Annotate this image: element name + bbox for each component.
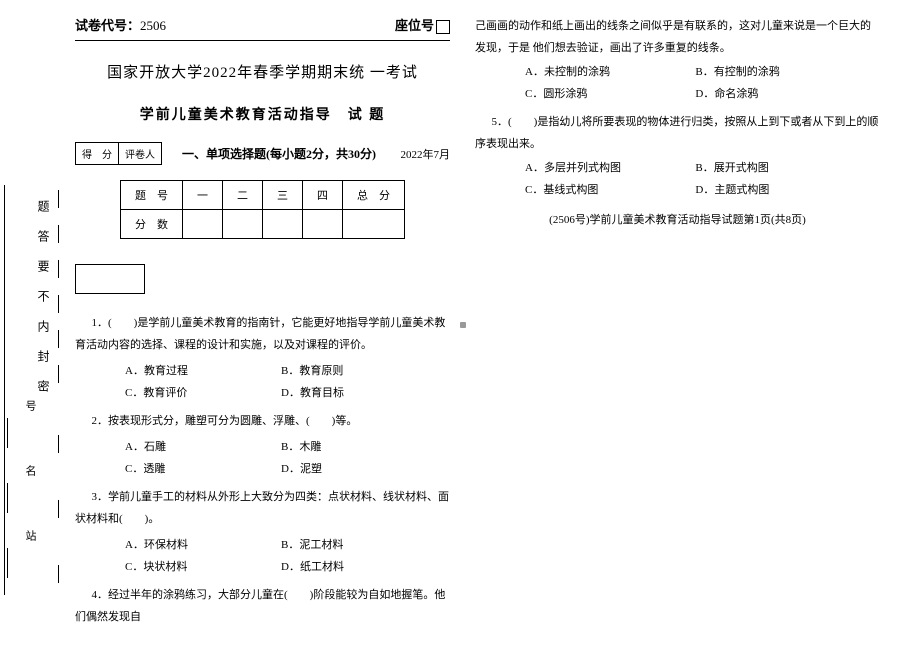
r4b: B．有控制的涂鸦	[695, 61, 865, 83]
r5a: A．多层并列式构图	[525, 157, 695, 179]
paper-code: 试卷代号：2506	[75, 15, 166, 34]
margin-label-hao: 号	[22, 400, 38, 411]
right-column: 己画画的动作和纸上画出的线条之间似乎是有联系的，这对儿童来说是一个巨大的发现，于…	[460, 0, 890, 658]
q2c: C．透雕	[125, 458, 281, 480]
tr2-4	[263, 210, 303, 239]
seat-box	[436, 20, 450, 34]
q3a: A．环保材料	[125, 534, 281, 556]
r4a: A．未控制的涂鸦	[525, 61, 695, 83]
q2: 2．按表现形式分，雕塑可分为圆雕、浮雕、( )等。	[75, 410, 450, 432]
q3d: D．纸工材料	[281, 556, 437, 578]
seat-label: 座位号	[395, 18, 434, 33]
r4c: C．圆形涂鸦	[525, 83, 695, 105]
q4: 4．经过半年的涂鸦练习，大部分儿童在( )阶段能较为自如地握笔。他们偶然发现自	[75, 584, 450, 628]
q2d: D．泥塑	[281, 458, 437, 480]
q3: 3．学前儿童手工的材料从外形上大致分为四类：点状材料、线状材料、面状材料和( )…	[75, 486, 450, 530]
score-table: 题 号 一 二 三 四 总 分 分 数	[120, 180, 405, 239]
tr2-6	[343, 210, 405, 239]
q1: 1．( )是学前儿童美术教育的指南针，它能更好地指导学前儿童美术教育活动内容的选…	[75, 312, 450, 356]
q1b: B．教育原则	[281, 360, 437, 382]
q3b: B．泥工材料	[281, 534, 437, 556]
main-title: 国家开放大学2022年春季学期期末统 一考试	[75, 61, 450, 82]
seat-block: 座位号	[395, 15, 450, 34]
q3c: C．块状材料	[125, 556, 281, 578]
th-5: 四	[303, 181, 343, 210]
left-column: 试卷代号：2506 座位号 国家开放大学2022年春季学期期末统 一考试 学前儿…	[60, 0, 460, 658]
q5-options: A．多层并列式构图 B．展开式构图 C．基线式构图 D．主题式构图	[525, 157, 880, 201]
sub-title: 学前儿童美术教育活动指导 试 题	[75, 104, 450, 124]
th-2: 一	[183, 181, 223, 210]
code-number: 2506	[140, 18, 166, 33]
q3-options: A．环保材料 B．泥工材料 C．块状材料 D．纸工材料	[125, 534, 450, 578]
r5b: B．展开式构图	[695, 157, 865, 179]
tr2-1: 分 数	[121, 210, 183, 239]
tr2-2	[183, 210, 223, 239]
th-4: 三	[263, 181, 303, 210]
r5d: D．主题式构图	[695, 179, 865, 201]
binding-margin: 题答要不内封密 号 名 站	[0, 0, 60, 658]
q4-cont: 己画画的动作和纸上画出的线条之间似乎是有联系的，这对儿童来说是一个巨大的发现，于…	[475, 15, 880, 59]
score-row: 得 分 评卷人 一、单项选择题(每小题2分，共30分) 2022年7月	[75, 142, 450, 165]
q1-options: A．教育过程 B．教育原则 C．教育评价 D．教育目标	[125, 360, 450, 404]
q2-options: A．石雕 B．木雕 C．透雕 D．泥塑	[125, 436, 450, 480]
th-3: 二	[223, 181, 263, 210]
score-cell-2: 评卷人	[119, 143, 161, 164]
th-6: 总 分	[343, 181, 405, 210]
r4d: D．命名涂鸦	[695, 83, 865, 105]
tr2-3	[223, 210, 263, 239]
tr2-5	[303, 210, 343, 239]
th-1: 题 号	[121, 181, 183, 210]
code-label: 试卷代号：	[75, 18, 140, 33]
score-cell-1: 得 分	[76, 143, 119, 164]
q5: 5．( )是指幼儿将所要表现的物体进行归类，按照从上到下或者从下到上的顺序表现出…	[475, 111, 880, 155]
blank-box	[75, 264, 145, 294]
r5c: C．基线式构图	[525, 179, 695, 201]
center-marker	[460, 322, 466, 328]
header-row: 试卷代号：2506 座位号	[75, 15, 450, 41]
section-title: 一、单项选择题(每小题2分，共30分)	[182, 145, 376, 162]
q1d: D．教育目标	[281, 382, 437, 404]
q1c: C．教育评价	[125, 382, 281, 404]
binding-text: 题答要不内封密	[35, 200, 52, 410]
q2b: B．木雕	[281, 436, 437, 458]
margin-label-zhan: 站	[22, 530, 38, 541]
q4-options: A．未控制的涂鸦 B．有控制的涂鸦 C．圆形涂鸦 D．命名涂鸦	[525, 61, 880, 105]
score-box: 得 分 评卷人	[75, 142, 162, 165]
date-text: 2022年7月	[401, 146, 451, 162]
q1a: A．教育过程	[125, 360, 281, 382]
page-footer: (2506号)学前儿童美术教育活动指导试题第1页(共8页)	[475, 209, 880, 231]
margin-label-ming: 名	[22, 465, 38, 476]
q2a: A．石雕	[125, 436, 281, 458]
